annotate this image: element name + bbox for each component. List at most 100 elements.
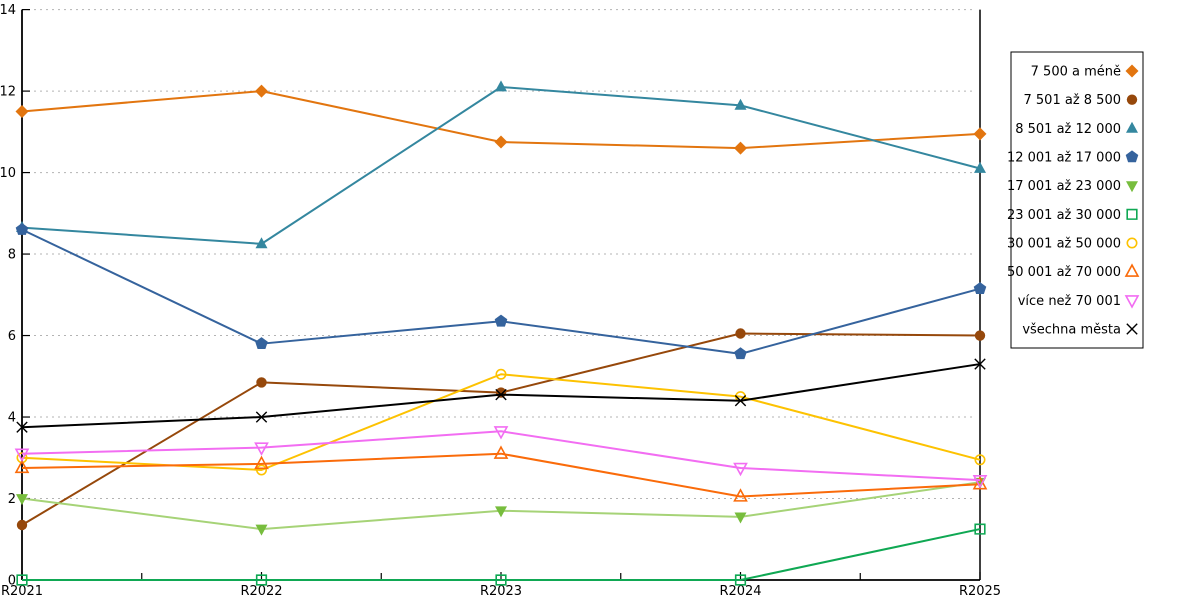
marker [734, 141, 747, 155]
axis-labels: 0 2 4 6 8 10 12 14 R2021 R2022 R2023 R2024 R2025 [0, 3, 1001, 599]
x-tick-label: R2021 [1, 584, 43, 599]
legend-item: 7 500 a méně [1031, 64, 1139, 80]
marker [254, 455, 269, 470]
legend: 7 500 a méně 7 501 až 8 500 8 501 až 12 00… [1007, 51, 1144, 349]
marker [495, 388, 507, 401]
series-line-8 [21, 430, 981, 482]
y-tick-label: 6 [8, 329, 16, 344]
legend-label: 8 501 až 12 000 [1015, 122, 1121, 137]
x-tick-label: R2022 [240, 584, 282, 599]
series-layer [14, 80, 988, 586]
marker [734, 347, 747, 360]
marker [493, 445, 509, 459]
legend-box [1010, 51, 1144, 349]
marker [255, 464, 267, 476]
legend-item: 17 001 až 23 000 [1007, 179, 1138, 194]
marker [734, 512, 747, 524]
marker [495, 506, 507, 518]
marker [1126, 237, 1138, 249]
legend-label: 7 500 a méně [1031, 65, 1121, 80]
series-line-1 [21, 332, 981, 526]
marker [255, 411, 268, 423]
marker [1125, 150, 1139, 163]
marker [1126, 208, 1138, 220]
marker [255, 84, 268, 98]
series-line-5 [22, 528, 981, 581]
marker [734, 574, 747, 586]
marker [14, 448, 30, 462]
marker [974, 523, 986, 535]
marker [1126, 323, 1138, 335]
marker [973, 282, 987, 294]
x-tick-label: R2024 [719, 584, 761, 599]
gridlines [22, 9, 973, 500]
legend-item: všechna města [1022, 323, 1138, 338]
marker [734, 98, 747, 110]
marker [972, 475, 988, 490]
marker [974, 454, 986, 466]
series-line-7 [21, 452, 981, 498]
marker [974, 358, 986, 370]
marker [494, 314, 508, 327]
y-tick-label: 12 [0, 85, 16, 100]
marker [495, 80, 507, 92]
marker [733, 488, 748, 502]
marker [255, 237, 268, 249]
legend-item: 12 001 až 17 000 [1007, 150, 1139, 166]
x-tick-label: R2025 [959, 584, 1001, 599]
marker [495, 387, 507, 398]
y-tick-label: 4 [8, 411, 16, 426]
marker [15, 104, 29, 118]
marker [733, 462, 748, 477]
series-line-4 [21, 481, 981, 531]
marker [973, 127, 987, 141]
legend-item: 50 001 až 70 000 [1007, 263, 1140, 280]
legend-item: více než 70 001 [1018, 294, 1140, 309]
marker [254, 442, 269, 456]
marker [255, 337, 268, 349]
marker [16, 574, 28, 586]
marker [972, 474, 988, 489]
marker [734, 395, 747, 407]
marker [256, 377, 267, 388]
legend-item: 30 001 až 50 000 [1007, 237, 1138, 252]
marker [16, 519, 28, 531]
marker [494, 135, 508, 149]
marker [16, 421, 28, 433]
marker [15, 223, 29, 235]
marker [255, 524, 268, 536]
marker [1126, 94, 1138, 105]
legend-label: všechna města [1022, 323, 1121, 338]
legend-label: 17 001 až 23 000 [1007, 179, 1121, 194]
marker [16, 494, 28, 506]
marker [495, 368, 507, 380]
marker [495, 574, 507, 586]
legend-label: 7 501 až 8 500 [1024, 93, 1122, 108]
marker [1126, 181, 1138, 193]
marker [974, 161, 986, 173]
y-tick-label: 10 [0, 166, 16, 181]
legend-label: 30 001 až 50 000 [1007, 237, 1121, 252]
y-tick-label: 8 [8, 248, 16, 263]
legend-label: 12 001 až 17 000 [1007, 151, 1121, 166]
marker [1125, 64, 1139, 78]
legend-label: více než 70 001 [1018, 294, 1121, 309]
marker [493, 426, 509, 440]
legend-label: 50 001 až 70 000 [1007, 265, 1121, 280]
y-tick-label: 2 [8, 492, 16, 507]
x-tick-label: R2023 [480, 584, 522, 599]
y-tick-label: 0 [8, 574, 16, 589]
legend-item: 23 001 až 30 000 [1007, 208, 1138, 223]
series-line-2 [21, 86, 981, 245]
marker [1124, 263, 1140, 277]
marker [14, 459, 30, 474]
legend-item: 7 501 až 8 500 [1024, 93, 1138, 108]
marker [1124, 295, 1140, 309]
legend-item: 8 501 až 12 000 [1015, 121, 1138, 137]
axes [21, 9, 981, 581]
legend-label: 23 001 až 30 000 [1007, 208, 1121, 223]
marker [974, 330, 986, 341]
marker [1126, 121, 1138, 133]
